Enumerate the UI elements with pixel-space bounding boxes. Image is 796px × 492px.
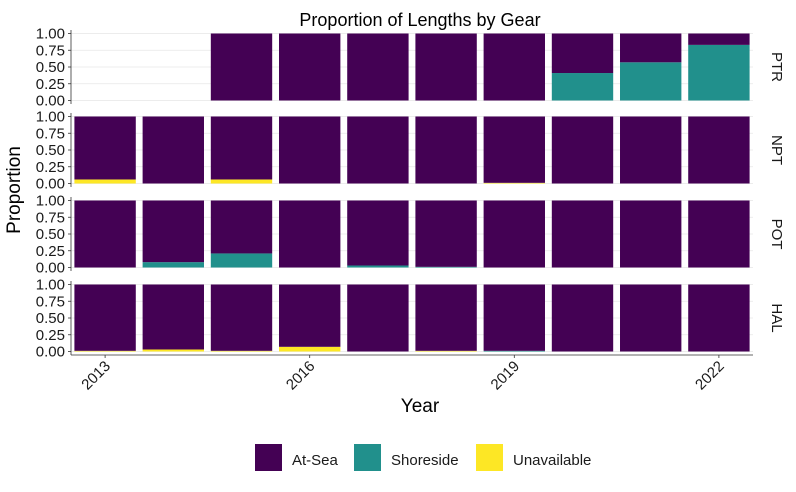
y-tick-label: 1.00 [36, 277, 65, 294]
legend-swatch-shoreside [354, 444, 381, 471]
x-tick-label: 2016 [283, 358, 319, 394]
bar-hal-2013-unavailable [74, 350, 136, 352]
legend-label-at-sea: At-Sea [292, 452, 339, 469]
bar-ptr-2021-at-sea [620, 33, 682, 63]
bar-ptr-2017-at-sea [347, 33, 409, 101]
bar-npt-2015-at-sea [210, 116, 273, 180]
bar-npt-2013-at-sea [74, 116, 136, 180]
bar-ptr-2021-shoreside [620, 62, 682, 101]
facet-panels: 0.000.250.500.751.00PTR0.000.250.500.751… [36, 26, 785, 361]
bar-hal-2016-unavailable [279, 346, 341, 352]
bar-ptr-2022-shoreside [688, 44, 750, 101]
y-tick-label: 0.75 [36, 125, 65, 142]
bar-pot-2019-at-sea [483, 200, 545, 268]
bar-npt-2022-at-sea [688, 116, 750, 184]
bar-hal-2017-at-sea [347, 284, 409, 352]
bar-hal-2016-at-sea [279, 284, 341, 347]
facet-label-pot: POT [768, 219, 785, 250]
bar-pot-2018-shoreside [415, 266, 477, 268]
bar-pot-2015-shoreside [210, 253, 273, 268]
x-tick-label: 2019 [488, 358, 524, 394]
y-tick-label: 0.50 [36, 310, 65, 327]
bar-pot-2017-shoreside [347, 265, 409, 268]
chart-title: Proportion of Lengths by Gear [299, 10, 540, 30]
bar-hal-2020-at-sea [551, 284, 614, 352]
bar-hal-2015-unavailable [210, 350, 273, 352]
facet-panel-hal: 0.000.250.500.751.00 HAL [36, 277, 785, 361]
bar-hal-2015-at-sea [210, 284, 273, 351]
bar-npt-2021-at-sea [620, 116, 682, 184]
bar-ptr-2020-shoreside [551, 73, 614, 101]
y-tick-label: 0.25 [36, 327, 65, 344]
bar-pot-2022-at-sea [688, 200, 750, 268]
legend-swatch-at-sea [255, 444, 282, 471]
y-tick-label: 0.75 [36, 209, 65, 226]
bar-ptr-2019-at-sea [483, 33, 545, 101]
bar-hal-2018-unavailable [415, 350, 477, 352]
facet-panel-ptr: 0.000.250.500.751.00 PTR [36, 26, 785, 110]
bar-pot-2013-at-sea [74, 200, 136, 268]
y-tick-label: 1.00 [36, 26, 65, 43]
bar-npt-2017-at-sea [347, 116, 409, 184]
bar-pot-2014-shoreside [142, 262, 204, 268]
legend-label-shoreside: Shoreside [391, 452, 459, 469]
bar-npt-2016-at-sea [279, 116, 341, 184]
y-tick-label: 1.00 [36, 193, 65, 210]
facet-panel-pot: 0.000.250.500.751.00 POT [36, 193, 785, 277]
bar-npt-2015-unavailable [210, 179, 273, 184]
y-tick-label: 0.25 [36, 159, 65, 176]
y-tick-label: 0.75 [36, 293, 65, 310]
y-tick-label: 0.50 [36, 59, 65, 76]
bar-hal-2022-at-sea [688, 284, 750, 352]
legend-label-unavailable: Unavailable [513, 452, 591, 469]
bar-ptr-2020-at-sea [551, 33, 614, 74]
y-tick-label: 0.00 [36, 93, 65, 110]
y-tick-label: 0.00 [36, 260, 65, 277]
bar-hal-2014-unavailable [142, 349, 204, 352]
bar-hal-2018-at-sea [415, 284, 477, 351]
bar-pot-2016-at-sea [279, 200, 341, 268]
x-axis: 2013 2016 2019 2022 [71, 354, 753, 394]
x-axis-title: Year [401, 396, 440, 417]
bar-hal-2013-at-sea [74, 284, 136, 351]
y-tick-label: 0.75 [36, 42, 65, 59]
legend: At-Sea Shoreside Unavailable [255, 444, 591, 471]
facet-panel-npt: 0.000.250.500.751.00 NPT [36, 109, 785, 193]
bar-pot-2021-at-sea [620, 200, 682, 268]
bar-hal-2019-shoreside [483, 350, 545, 352]
bar-pot-2020-at-sea [551, 200, 614, 268]
x-tick-label: 2013 [78, 358, 114, 394]
bar-ptr-2022-at-sea [688, 33, 750, 45]
bar-pot-2017-at-sea [347, 200, 409, 266]
y-axis-title: Proportion [4, 146, 25, 234]
bar-ptr-2015-at-sea [210, 33, 273, 101]
bar-ptr-2016-at-sea [279, 33, 341, 101]
y-tick-label: 0.25 [36, 243, 65, 260]
facet-label-ptr: PTR [768, 52, 785, 82]
bar-npt-2018-at-sea [415, 116, 477, 184]
y-tick-label: 1.00 [36, 109, 65, 126]
bar-npt-2019-at-sea [483, 116, 545, 183]
bar-hal-2019-at-sea [483, 284, 545, 351]
bar-hal-2021-at-sea [620, 284, 682, 352]
y-tick-label: 0.50 [36, 226, 65, 243]
bar-npt-2020-at-sea [551, 116, 614, 184]
bar-npt-2014-at-sea [142, 116, 204, 184]
facet-label-npt: NPT [768, 135, 785, 165]
bar-npt-2013-unavailable [74, 179, 136, 184]
bar-hal-2014-at-sea [142, 284, 204, 350]
legend-swatch-unavailable [476, 444, 503, 471]
x-tick-label: 2022 [692, 358, 728, 394]
bar-pot-2015-at-sea [210, 200, 273, 254]
bar-ptr-2018-at-sea [415, 33, 477, 101]
y-tick-label: 0.50 [36, 142, 65, 159]
y-tick-label: 0.00 [36, 176, 65, 193]
y-tick-label: 0.25 [36, 76, 65, 93]
bar-pot-2014-at-sea [142, 200, 204, 263]
facet-label-hal: HAL [768, 303, 785, 332]
y-tick-label: 0.00 [36, 344, 65, 361]
bar-npt-2019-unavailable [483, 182, 545, 184]
bar-pot-2018-at-sea [415, 200, 477, 267]
